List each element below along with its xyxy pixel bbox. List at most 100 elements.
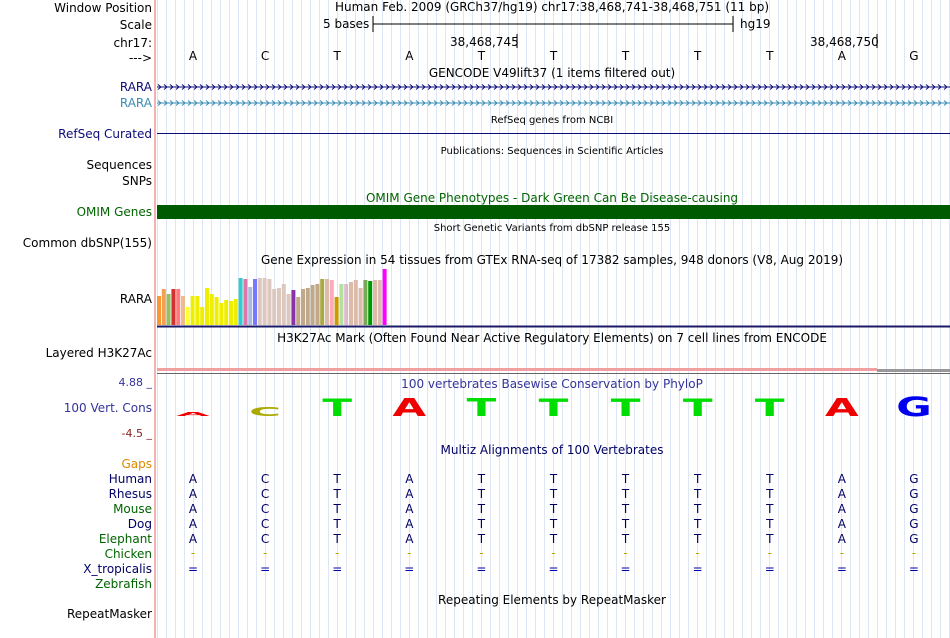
label-divider bbox=[154, 0, 156, 638]
alignment-base: T bbox=[766, 472, 774, 486]
h3k27ac-label[interactable]: Layered H3K27Ac bbox=[45, 346, 152, 360]
phylop-base: T bbox=[322, 394, 352, 422]
scale-text: 5 bases bbox=[323, 17, 370, 31]
alignment-base: T bbox=[477, 472, 486, 486]
alignment-base: T bbox=[621, 517, 630, 531]
alignment-base: T bbox=[477, 532, 486, 546]
chrom-label[interactable]: chr17: bbox=[113, 36, 152, 50]
alignment-base: - bbox=[551, 546, 556, 560]
alignment-base: - bbox=[623, 546, 628, 560]
species-label[interactable]: Mouse bbox=[113, 502, 152, 516]
alignment-base: T bbox=[549, 472, 558, 486]
phylop-label[interactable]: 100 Vert. Cons bbox=[63, 401, 152, 415]
species-label[interactable]: Rhesus bbox=[108, 487, 152, 501]
alignment-base: A bbox=[188, 487, 198, 501]
species-label[interactable]: X_tropicalis bbox=[83, 562, 152, 576]
alignment-base: - bbox=[479, 546, 484, 560]
sequence-base: T bbox=[694, 49, 702, 63]
alignment-base: T bbox=[549, 487, 558, 501]
scale-label[interactable]: Scale bbox=[119, 18, 152, 32]
alignment-base: A bbox=[837, 487, 846, 501]
gtex-tissue-bar bbox=[325, 279, 329, 325]
alignment-base: - bbox=[767, 546, 772, 560]
alignment-base: T bbox=[694, 487, 702, 501]
species-label[interactable]: Zebrafish bbox=[95, 577, 152, 591]
gtex-tissue-bar bbox=[224, 300, 229, 325]
alignment-base: A bbox=[405, 532, 414, 546]
alignment-base: = bbox=[548, 562, 559, 576]
alignment-base: T bbox=[477, 517, 486, 531]
species-label[interactable]: Human bbox=[108, 472, 152, 486]
gtex-tissue-bar bbox=[286, 294, 291, 325]
alignment-base: T bbox=[766, 487, 774, 501]
phylop-base: T bbox=[611, 394, 641, 422]
alignment-base: T bbox=[694, 517, 702, 531]
alignment-base: T bbox=[549, 517, 558, 531]
gtex-tissue-bar bbox=[190, 296, 195, 325]
publications-title: Publications: Sequences in Scientific Ar… bbox=[440, 146, 664, 157]
gtex-tissue-bar bbox=[296, 297, 301, 325]
sequence-base: T bbox=[549, 49, 558, 63]
dbsnp-title: Short Genetic Variants from dbSNP releas… bbox=[433, 223, 671, 234]
alignment-base: A bbox=[837, 532, 846, 546]
phylop-base: T bbox=[467, 394, 497, 423]
gencode-label-1[interactable]: RARA bbox=[119, 80, 152, 94]
gtex-tissue-bar bbox=[301, 289, 305, 325]
alignment-base: = bbox=[404, 562, 415, 576]
alignment-base: C bbox=[260, 472, 270, 486]
alignment-base: = bbox=[260, 562, 271, 576]
omim-label[interactable]: OMIM Genes bbox=[76, 205, 152, 219]
gtex-label[interactable]: RARA bbox=[119, 292, 152, 306]
gtex-tissue-bar bbox=[377, 280, 382, 325]
alignment-base: = bbox=[908, 562, 919, 576]
phylop-base: A bbox=[392, 394, 426, 423]
gencode-label-2[interactable]: RARA bbox=[119, 96, 152, 110]
gtex-tissue-bar bbox=[281, 284, 286, 325]
alignment-base: G bbox=[909, 472, 919, 486]
species-label[interactable]: Elephant bbox=[98, 532, 152, 546]
alignment-base: C bbox=[260, 517, 270, 531]
alignment-base: C bbox=[260, 487, 270, 501]
publications-label[interactable]: Sequences bbox=[86, 158, 152, 172]
scale-db-text: hg19 bbox=[740, 17, 771, 31]
alignment-base: G bbox=[909, 502, 919, 516]
alignment-base: T bbox=[333, 517, 341, 531]
species-label[interactable]: Chicken bbox=[104, 547, 152, 561]
h3k27ac-signal bbox=[877, 369, 950, 372]
alignment-base: = bbox=[692, 562, 703, 576]
omim-title: OMIM Gene Phenotypes - Dark Green Can Be… bbox=[365, 191, 739, 205]
gtex-tissue-bar bbox=[349, 282, 353, 325]
gtex-tissue-bar bbox=[382, 269, 387, 325]
strand-label[interactable]: ---> bbox=[128, 51, 152, 65]
alignment-base: A bbox=[405, 502, 414, 516]
alignment-base: = bbox=[836, 562, 847, 576]
refseq-label[interactable]: RefSeq Curated bbox=[58, 127, 152, 141]
snps-label[interactable]: SNPs bbox=[122, 174, 152, 188]
alignment-base: - bbox=[335, 546, 340, 560]
gaps-label[interactable]: Gaps bbox=[121, 457, 152, 471]
dbsnp-label[interactable]: Common dbSNP(155) bbox=[22, 236, 152, 250]
alignment-base: - bbox=[695, 546, 700, 560]
gtex-tissue-bar bbox=[277, 288, 281, 325]
window-position-label[interactable]: Window Position bbox=[54, 1, 152, 15]
gencode-gene-1-arrows bbox=[157, 84, 948, 90]
alignment-base: = bbox=[476, 562, 487, 576]
species-label[interactable]: Dog bbox=[127, 517, 152, 531]
alignment-base: T bbox=[477, 487, 486, 501]
gtex-tissue-bar bbox=[176, 289, 181, 325]
gtex-tissue-bar bbox=[195, 296, 200, 325]
alignment-base: T bbox=[694, 532, 702, 546]
phylop-base: A bbox=[825, 394, 859, 423]
phylop-base: T bbox=[683, 394, 713, 422]
gtex-tissue-bar bbox=[171, 289, 176, 325]
gtex-tissue-bar bbox=[166, 294, 171, 325]
alignment-base: A bbox=[837, 517, 846, 531]
repeatmasker-label[interactable]: RepeatMasker bbox=[66, 607, 152, 621]
alignment-base: = bbox=[620, 562, 631, 576]
sequence-base: A bbox=[188, 49, 198, 63]
phylop-min-label: -4.5 _ bbox=[121, 427, 152, 440]
alignment-base: C bbox=[260, 532, 270, 546]
alignment-base: - bbox=[407, 546, 412, 560]
gtex-tissue-bar bbox=[229, 301, 233, 325]
